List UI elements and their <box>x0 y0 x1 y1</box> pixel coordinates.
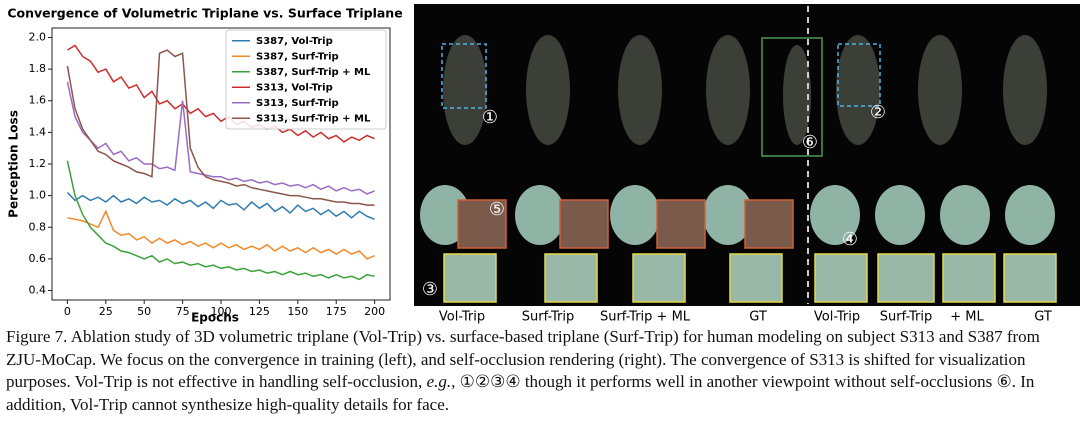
highlight-box <box>441 43 487 109</box>
legend-label: S313, Surf-Trip + ML <box>256 113 371 124</box>
column-label: GT <box>1034 310 1052 325</box>
series-line <box>66 49 375 206</box>
caption-text: e.g. <box>426 372 452 391</box>
marker-label: ⑥ <box>802 132 818 153</box>
chart-title: Convergence of Volumetric Triplane vs. S… <box>7 6 402 21</box>
x-tick-label: 75 <box>176 305 190 318</box>
x-tick-label: 100 <box>211 305 232 318</box>
y-tick-label: 1.2 <box>29 157 47 170</box>
series-line <box>67 44 375 143</box>
caption-text: Figure 7. Ablation study of 3D volumetri… <box>6 327 1040 391</box>
y-tick-label: 1.6 <box>29 94 47 107</box>
series-line <box>66 160 375 281</box>
y-tick-label: 0.8 <box>29 220 47 233</box>
figures <box>443 35 1047 145</box>
column-label: Surf-Trip + ML <box>600 310 691 325</box>
caption-text: , ①②③④ though it performs well in anothe… <box>6 372 1035 414</box>
marker-label: ④ <box>842 229 858 250</box>
series-line <box>66 81 375 195</box>
legend-label: S387, Surf-Trip + ML <box>256 67 371 78</box>
column-label: Vol-Trip <box>439 310 485 325</box>
marker-label: ⑤ <box>489 199 505 220</box>
upper-bodies <box>420 185 1055 245</box>
series-line <box>67 209 375 260</box>
legend-label: S313, Surf-Trip <box>256 98 339 109</box>
y-axis-label: Perception Loss <box>7 110 21 218</box>
column-label: Surf-Trip <box>522 310 574 325</box>
image-panel <box>414 4 1080 306</box>
x-tick-label: 150 <box>287 305 308 318</box>
caption: Figure 7. Ablation study of 3D volumetri… <box>6 326 1076 416</box>
marker-label: ③ <box>422 279 438 300</box>
column-label: GT <box>749 310 767 325</box>
x-tick-label: 25 <box>99 305 113 318</box>
y-tick-label: 0.6 <box>29 252 47 265</box>
highlight-box <box>837 43 881 107</box>
legend-label: S387, Surf-Trip <box>256 51 339 62</box>
legend-label: S387, Vol-Trip <box>256 36 333 47</box>
y-tick-label: 1.8 <box>29 62 47 75</box>
column-label: Surf-Trip <box>880 310 932 325</box>
x-tick-label: 0 <box>64 305 71 318</box>
x-tick-label: 125 <box>249 305 270 318</box>
hand-crops <box>443 253 1057 303</box>
column-label: + ML <box>950 310 984 325</box>
x-tick-label: 200 <box>364 305 385 318</box>
highlight-box <box>761 37 823 157</box>
y-tick-label: 1.0 <box>29 189 47 202</box>
y-tick-label: 0.4 <box>29 284 47 297</box>
legend-label: S313, Vol-Trip <box>256 82 333 93</box>
x-tick-label: 50 <box>137 305 151 318</box>
y-tick-label: 2.0 <box>29 30 47 43</box>
x-tick-label: 175 <box>326 305 347 318</box>
column-label: Vol-Trip <box>814 310 860 325</box>
face-crops <box>457 199 794 249</box>
series-line <box>66 191 375 220</box>
marker-label: ① <box>482 107 498 128</box>
x-axis-label: Epochs <box>191 311 239 325</box>
marker-label: ② <box>870 102 886 123</box>
figure: Convergence of Volumetric Triplane vs. S… <box>7 4 1080 325</box>
y-tick-label: 1.4 <box>29 125 47 138</box>
legend-box <box>225 29 387 130</box>
